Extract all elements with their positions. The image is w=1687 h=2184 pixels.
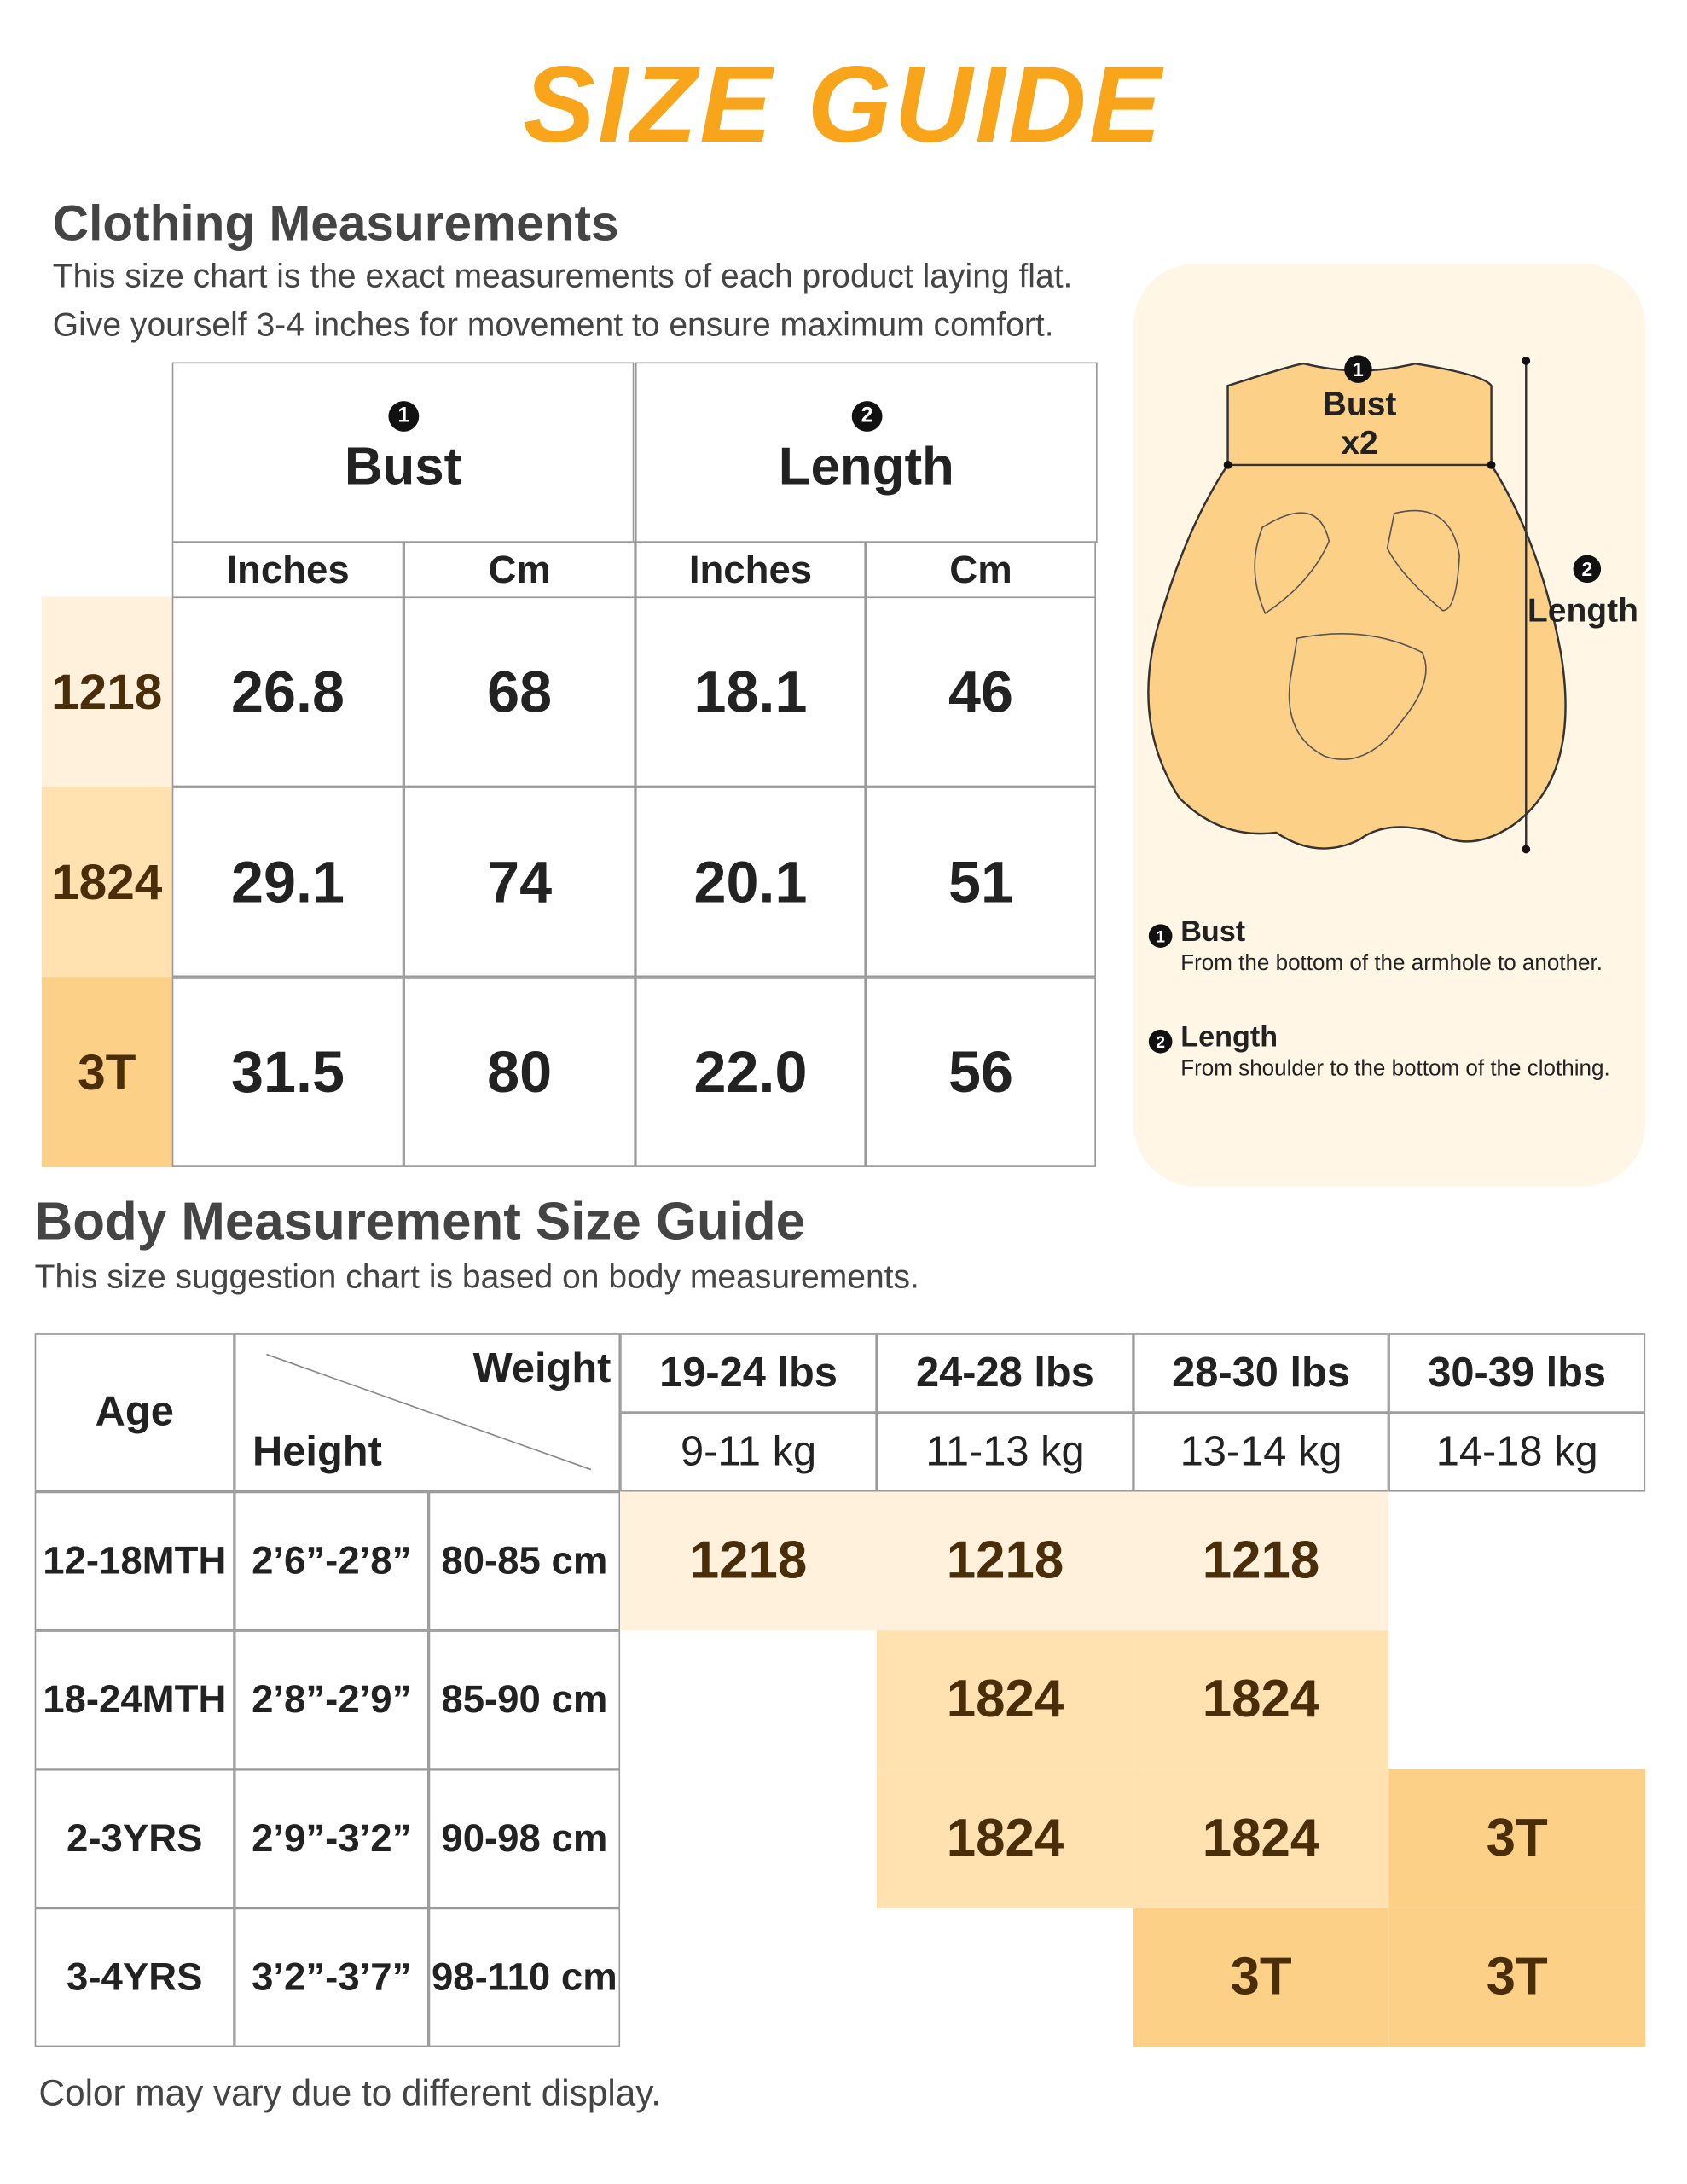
diagonal-divider	[266, 1353, 592, 1471]
size-cell: 1824	[1133, 1769, 1389, 1908]
marker: 2	[851, 401, 883, 432]
measurement: 68	[403, 596, 635, 787]
group-name: Bust	[344, 439, 462, 497]
size-cell: 1218	[877, 1491, 1133, 1631]
weight-lbs: 28-30 lbs	[1133, 1333, 1389, 1413]
marker: 1	[388, 401, 420, 432]
size-cell: 1218	[620, 1491, 878, 1631]
bust-label: Bust	[1322, 386, 1397, 424]
height-ft: 3’2”-3’7”	[234, 1908, 429, 2048]
weight-kg: 11-13 kg	[877, 1412, 1133, 1492]
age: 2-3YRS	[34, 1769, 235, 1908]
size-label: 3T	[41, 977, 172, 1167]
eye-right	[1386, 509, 1461, 612]
nose	[1288, 633, 1427, 760]
section-heading: Clothing Measurements	[52, 194, 619, 252]
description: Give yourself 3-4 inches for movement to…	[52, 306, 1054, 345]
marker: 2	[1573, 555, 1602, 584]
size-cell: 1824	[1133, 1630, 1389, 1769]
note-title: Bust	[1180, 915, 1246, 948]
note-text: From shoulder to the bottom of the cloth…	[1180, 1057, 1610, 1082]
weight-kg: 9-11 kg	[620, 1412, 878, 1492]
weight-lbs: 30-39 lbs	[1388, 1333, 1646, 1413]
height-ft: 2’8”-2’9”	[234, 1630, 429, 1769]
section-heading: Body Measurement Size Guide	[34, 1193, 806, 1252]
length-dot	[1522, 357, 1531, 365]
eye-left	[1254, 512, 1330, 615]
measurement: 80	[403, 977, 635, 1167]
note-title: Length	[1180, 1021, 1278, 1054]
unit: Cm	[403, 541, 635, 599]
size-cell: 1824	[877, 1769, 1133, 1908]
unit: Inches	[171, 541, 404, 599]
size-label: 1218	[41, 596, 172, 787]
measurement: 51	[865, 787, 1097, 978]
size-label: 1824	[41, 787, 172, 978]
age: 3-4YRS	[34, 1908, 235, 2048]
bust-factor: x2	[1341, 424, 1378, 462]
measurement: 31.5	[171, 977, 404, 1167]
length-label: Length	[1527, 592, 1638, 630]
weight-lbs: 19-24 lbs	[620, 1333, 878, 1413]
marker: 1	[1344, 355, 1372, 383]
height-cm: 80-85 cm	[428, 1491, 621, 1631]
marker: 1	[1148, 924, 1173, 948]
length-dot	[1522, 845, 1531, 854]
garment-shape	[1147, 362, 1567, 850]
height-ft: 2’9”-3’2”	[234, 1769, 429, 1908]
footer-note: Color may vary due to different display.	[38, 2071, 662, 2114]
bust-dot	[1223, 461, 1232, 469]
weight-kg: 14-18 kg	[1388, 1412, 1646, 1492]
description: This size suggestion chart is based on b…	[34, 1258, 919, 1297]
marker: 2	[1148, 1029, 1173, 1054]
unit: Inches	[635, 541, 866, 599]
group-name: Length	[778, 439, 954, 497]
age: 18-24MTH	[34, 1630, 235, 1769]
measurement: 74	[403, 787, 635, 978]
title: SIZE GUIDE	[523, 43, 1164, 166]
measurement: 46	[865, 596, 1097, 787]
size-cell: 3T	[1388, 1769, 1646, 1908]
measurement: 26.8	[171, 596, 404, 787]
height-ft: 2’6”-2’8”	[234, 1491, 429, 1631]
size-cell: 1824	[877, 1630, 1133, 1769]
bust-dot	[1487, 461, 1496, 469]
description: This size chart is the exact measurement…	[52, 258, 1073, 296]
height-header: Height	[252, 1429, 382, 1476]
measurement: 18.1	[635, 596, 866, 787]
unit: Cm	[865, 541, 1097, 599]
size-cell: 3T	[1388, 1908, 1646, 2048]
age-header: Age	[34, 1333, 235, 1492]
height-cm: 85-90 cm	[428, 1630, 621, 1769]
measurement: 20.1	[635, 787, 866, 978]
size-cell: 3T	[1133, 1908, 1389, 2048]
height-cm: 90-98 cm	[428, 1769, 621, 1908]
weight-kg: 13-14 kg	[1133, 1412, 1389, 1492]
measurement: 29.1	[171, 787, 404, 978]
note-text: From the bottom of the armhole to anothe…	[1180, 951, 1603, 976]
header-cell	[234, 1333, 621, 1492]
weight-header: Weight	[472, 1345, 612, 1392]
height-cm: 98-110 cm	[428, 1908, 621, 2048]
measurement: 56	[865, 977, 1097, 1167]
age: 12-18MTH	[34, 1491, 235, 1631]
size-cell: 1218	[1133, 1491, 1389, 1631]
measurement: 22.0	[635, 977, 866, 1167]
weight-lbs: 24-28 lbs	[877, 1333, 1133, 1413]
